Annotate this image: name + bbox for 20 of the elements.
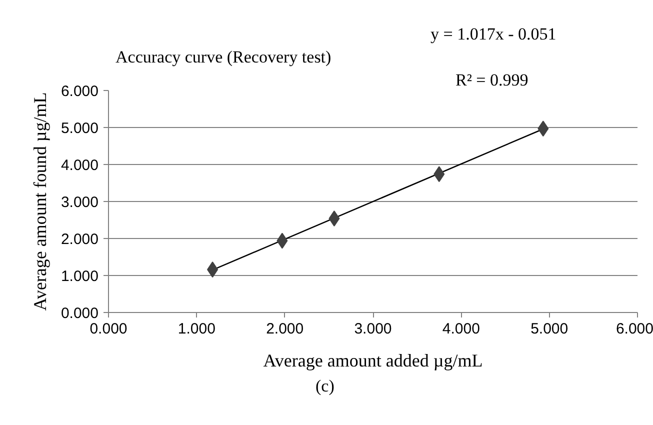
y-tick-label: 5.000 <box>60 120 99 137</box>
y-tick-label: 1.000 <box>60 268 99 285</box>
x-tick-label: 5.000 <box>530 320 568 338</box>
x-tick-label: 6.000 <box>616 320 653 338</box>
text: y = 1.017x - 0.051 <box>430 24 556 44</box>
x-tick-label: 2.000 <box>266 320 304 338</box>
chart-title: Accuracy curve (Recovery test) <box>116 48 332 66</box>
y-tick-label: 4.000 <box>60 157 99 174</box>
text: R² = 0.999 <box>456 70 528 90</box>
x-tick-label: 1.000 <box>178 320 216 338</box>
x-tick-label: 0.000 <box>90 320 128 338</box>
text: (c) <box>316 376 334 396</box>
y-axis-title: Average amount found µg/mL <box>30 92 50 311</box>
x-tick-label: 4.000 <box>442 320 480 338</box>
y-tick-label: 2.000 <box>60 231 99 248</box>
x-tick-label: 3.000 <box>354 320 392 338</box>
x-axis-title: Average amount added µg/mL <box>263 350 483 370</box>
y-tick-label: 3.000 <box>60 194 99 211</box>
y-tick-label: 0.000 <box>60 305 99 322</box>
y-tick-label: 6.000 <box>60 83 99 100</box>
